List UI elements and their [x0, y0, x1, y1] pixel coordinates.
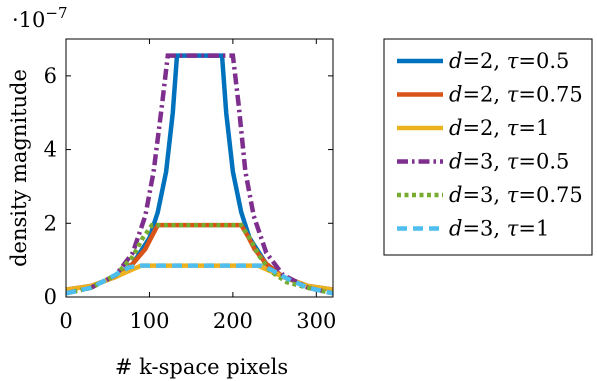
- legend-label-1: d=2, τ=0.5: [449, 49, 569, 73]
- legend: d=2, τ=0.5 d=2, τ=0.75 d=2, τ=1 d=3, τ=0.5 d…: [383, 38, 593, 256]
- y-tick-label: 6: [44, 64, 57, 88]
- legend-label-2: d=2, τ=0.75: [449, 83, 583, 107]
- x-axis-label: # k-space pixels: [115, 355, 288, 379]
- x-tick-label: 100: [129, 309, 169, 333]
- legend-label-3: d=2, τ=1: [449, 116, 549, 140]
- legend-label-4: d=3, τ=0.5: [449, 150, 569, 174]
- y-multiplier-label: ·10−7: [12, 4, 68, 32]
- axes: 0 100 200 300 0 2 4 6 ·10−7 # k-space pixels densi…: [7, 4, 336, 379]
- plot-area: [66, 53, 333, 296]
- x-tick-label: 300: [296, 309, 336, 333]
- series-line-6: [66, 263, 333, 296]
- legend-label-5: d=3, τ=0.75: [449, 183, 583, 207]
- axes-frame: [65, 38, 334, 298]
- y-tick-label: 4: [44, 138, 57, 162]
- y-axis-label: density magnitude: [7, 69, 31, 267]
- x-tick-label: 200: [213, 309, 253, 333]
- legend-box: [383, 38, 593, 256]
- y-tick-label: 2: [44, 211, 57, 235]
- series-line-4: [66, 53, 333, 296]
- legend-label-6: d=3, τ=1: [449, 217, 549, 241]
- series-line-5: [66, 222, 333, 296]
- series-line-1: [66, 53, 333, 292]
- y-tick-label: 0: [44, 285, 57, 309]
- x-tick-label: 0: [59, 309, 72, 333]
